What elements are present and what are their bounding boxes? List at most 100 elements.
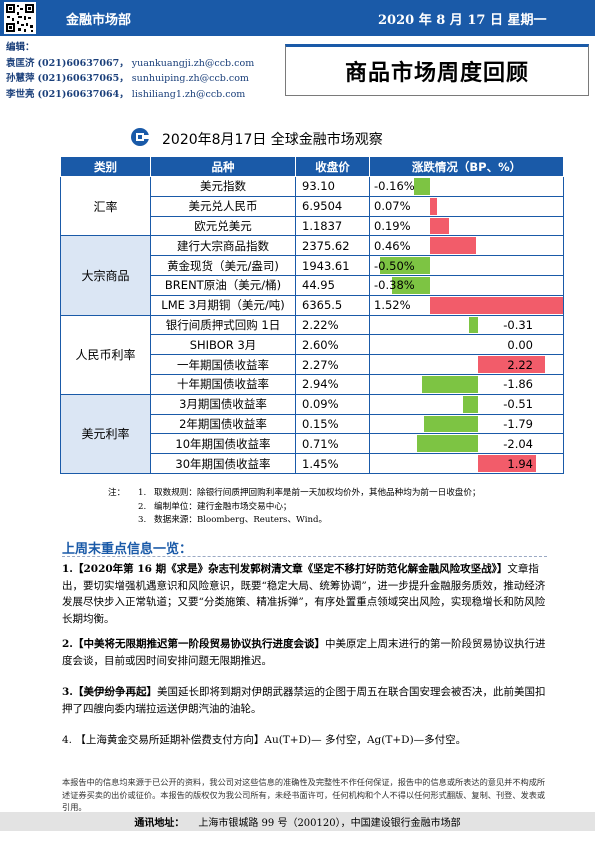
change-cell: -1.86: [369, 373, 564, 395]
table-row: 美元兑人民币 6.9504 0.07%: [61, 195, 564, 217]
change-cell: 0.19%: [369, 215, 564, 237]
instrument-name: 美元指数: [150, 176, 296, 197]
department-name: 金融市场部: [66, 13, 132, 28]
close-value: 2.22%: [295, 314, 370, 336]
close-value: 2375.62: [295, 235, 370, 257]
instrument-name: 一年期国债收益率: [150, 354, 296, 375]
change-bar: [430, 296, 563, 314]
instrument-name: 十年期国债收益率: [150, 373, 296, 395]
instrument-name: 3月期国债收益率: [150, 393, 296, 415]
news-item-headline: 4. 【上海黄金交易所延期补偿费支付方向】: [62, 734, 265, 746]
change-value: -0.38%: [374, 278, 415, 293]
change-cell: -0.50%: [369, 255, 564, 276]
footer-bar: 通讯地址： 上海市银城路 99 号（200120），中国建设银行金融市场部: [0, 812, 595, 831]
change-cell: 1.52%: [369, 294, 564, 316]
news-item: 1.【2020年第 16 期《求是》杂志刊发郭树清文章《坚定不移打好防范化解金融…: [62, 561, 548, 627]
change-cell: -0.51: [369, 393, 564, 415]
change-bar: [414, 178, 430, 195]
change-bar: [430, 237, 476, 255]
close-value: 1.1837: [295, 215, 370, 237]
editors-label: 编辑：: [6, 42, 35, 53]
close-value: 0.09%: [295, 393, 370, 415]
close-value: 6.9504: [295, 195, 370, 217]
category-cell: 大宗商品: [60, 235, 151, 316]
change-value: 2.22: [507, 357, 533, 372]
change-cell: 2.22: [369, 354, 564, 375]
notes-label: 注：: [108, 488, 126, 498]
instrument-name: 欧元兑美元: [150, 215, 296, 237]
table-row: 10年期国债收益率 0.71% -2.04: [61, 433, 564, 455]
table-row: 汇率 美元指数 93.10 -0.16%: [60, 175, 564, 237]
column-header: 收盘价: [295, 156, 370, 177]
table-row: 美元利率 3月期国债收益率 0.09% -0.51: [60, 393, 564, 474]
header-bar: [0, 0, 595, 36]
change-bar: [468, 316, 478, 334]
note-text: 数据来源：Bloomberg、Reuters、Wind。: [154, 515, 328, 525]
instrument-name: 10年期国债收益率: [150, 433, 296, 455]
table-row: 大宗商品 建行大宗商品指数 2375.62 0.46%: [60, 235, 564, 316]
ccb-logo-icon: [130, 127, 156, 151]
note-text: 编制单位：建行金融市场交易中心；: [154, 501, 292, 512]
table-row: BRENT原油（美元/桶) 44.95 -0.38%: [61, 274, 564, 296]
report-title-box: 商品市场周度回顾: [285, 44, 589, 96]
instrument-name: SHIBOR 3月: [150, 334, 296, 356]
category-cell: 人民币利率: [60, 314, 151, 395]
change-bar: [430, 217, 449, 235]
market-table: 类别 品种 收盘价 涨跌情况（BP、%） 汇率 美元指数 93.10 -0.16% 美元…: [60, 156, 564, 474]
change-cell: -2.04: [369, 433, 564, 455]
editors-block: 编辑： 袁匡济 (021)60637067， yuankuangji.zh@cc…: [6, 40, 254, 102]
change-value: -1.86: [503, 377, 533, 392]
change-cell: 0.07%: [369, 195, 564, 217]
table-notes: 注： 1. 取数规则：除银行间质押回购利率是前一天加权均价外，其他品种均为前一日收盘…: [108, 488, 481, 525]
change-value: -2.04: [503, 436, 533, 451]
note-text: 取数规则：除银行间质押回购利率是前一天加权均价外，其他品种均为前一日收盘价；: [154, 488, 481, 498]
table-row: 十年期国债收益率 2.94% -1.86: [61, 373, 564, 395]
close-value: 0.15%: [295, 413, 370, 435]
change-value: -0.31: [503, 317, 533, 332]
close-value: 1943.61: [295, 255, 370, 276]
instrument-name: 30年期国债收益率: [150, 453, 296, 474]
change-cell: -0.38%: [369, 274, 564, 296]
news-item-body: 中美原定上周末进行的第一阶段贸易协议执行进度会谈，目前或因时间安排问题无限期推迟…: [62, 638, 546, 667]
category-cell: 美元利率: [60, 393, 151, 474]
column-header: 涨跌情况（BP、%）: [369, 156, 564, 177]
change-value: 1.52%: [374, 298, 411, 313]
instrument-name: 美元兑人民币: [150, 195, 296, 217]
change-bar: [478, 455, 537, 472]
change-value: 0.07%: [374, 199, 411, 214]
news-item-body: 美国延长即将到期对伊朗武器禁运的企图于周五在联合国安理会被否决，此前美国扣押了四…: [62, 686, 546, 715]
news-item-headline: 3.【美伊纷争再起】: [62, 686, 157, 698]
table-row: 人民币利率 银行间质押式回购 1日 2.22% -0.31: [60, 314, 564, 395]
editor-email[interactable]: lishiliang1.zh@ccb.com: [131, 88, 246, 100]
editor-row: 袁匡济 (021)60637067， yuankuangji.zh@ccb.co…: [6, 57, 255, 69]
table-row: 一年期国债收益率 2.27% 2.22: [61, 354, 564, 375]
change-cell: 0.46%: [369, 235, 564, 257]
close-value: 2.60%: [295, 334, 370, 356]
report-title: 商品市场周度回顾: [344, 61, 529, 86]
change-value: -0.50%: [374, 258, 415, 273]
footer-label: 通讯地址：: [134, 818, 185, 829]
table-row: 30年期国债收益率 1.45% 1.94: [61, 453, 564, 474]
disclaimer: 本报告中的信息均来源于已公开的资料，我公司对这些信息的准确性及完整性不作任何保证…: [62, 777, 546, 812]
editor-row: 孙慧萍 (021)60637065， sunhuiping.zh@ccb.com: [6, 73, 249, 84]
news-item-body: Au(T+D)— 多付空，Ag(T+D)—多付空。: [264, 734, 467, 746]
close-value: 2.94%: [295, 373, 370, 395]
instrument-name: 银行间质押式回购 1日: [150, 314, 296, 336]
footer-address: 上海市银城路 99 号（200120），中国建设银行金融市场部: [198, 818, 461, 829]
report-date: 2020 年 8 月 17 日 星期一: [378, 13, 547, 28]
instrument-name: LME 3月期铜（美元/吨): [150, 294, 296, 316]
table-title-row: 2020年8月17日 全球金融市场观察: [130, 128, 383, 150]
change-bar: [422, 375, 478, 393]
instrument-name: 2年期国债收益率: [150, 413, 296, 435]
news-item-body: 文章指出，要切实增强机遇意识和风险意识，既要“稳定大局、统筹协调”，进一步提升金…: [62, 563, 546, 625]
close-value: 0.71%: [295, 433, 370, 455]
news-item: 4. 【上海黄金交易所延期补偿费支付方向】Au(T+D)— 多付空，Ag(T+D…: [62, 732, 548, 749]
change-bar: [430, 197, 437, 215]
section-heading: 上周末重点信息一览：: [62, 542, 193, 557]
instrument-name: BRENT原油（美元/桶): [150, 274, 296, 296]
editor-email[interactable]: sunhuiping.zh@ccb.com: [131, 73, 249, 84]
editor-email[interactable]: yuankuangji.zh@ccb.com: [131, 57, 255, 69]
table-row: LME 3月期铜（美元/吨) 6365.5 1.52%: [61, 294, 564, 316]
news-item: 3.【美伊纷争再起】美国延长即将到期对伊朗武器禁运的企图于周五在联合国安理会被否…: [62, 684, 548, 717]
column-header: 品种: [150, 156, 296, 177]
